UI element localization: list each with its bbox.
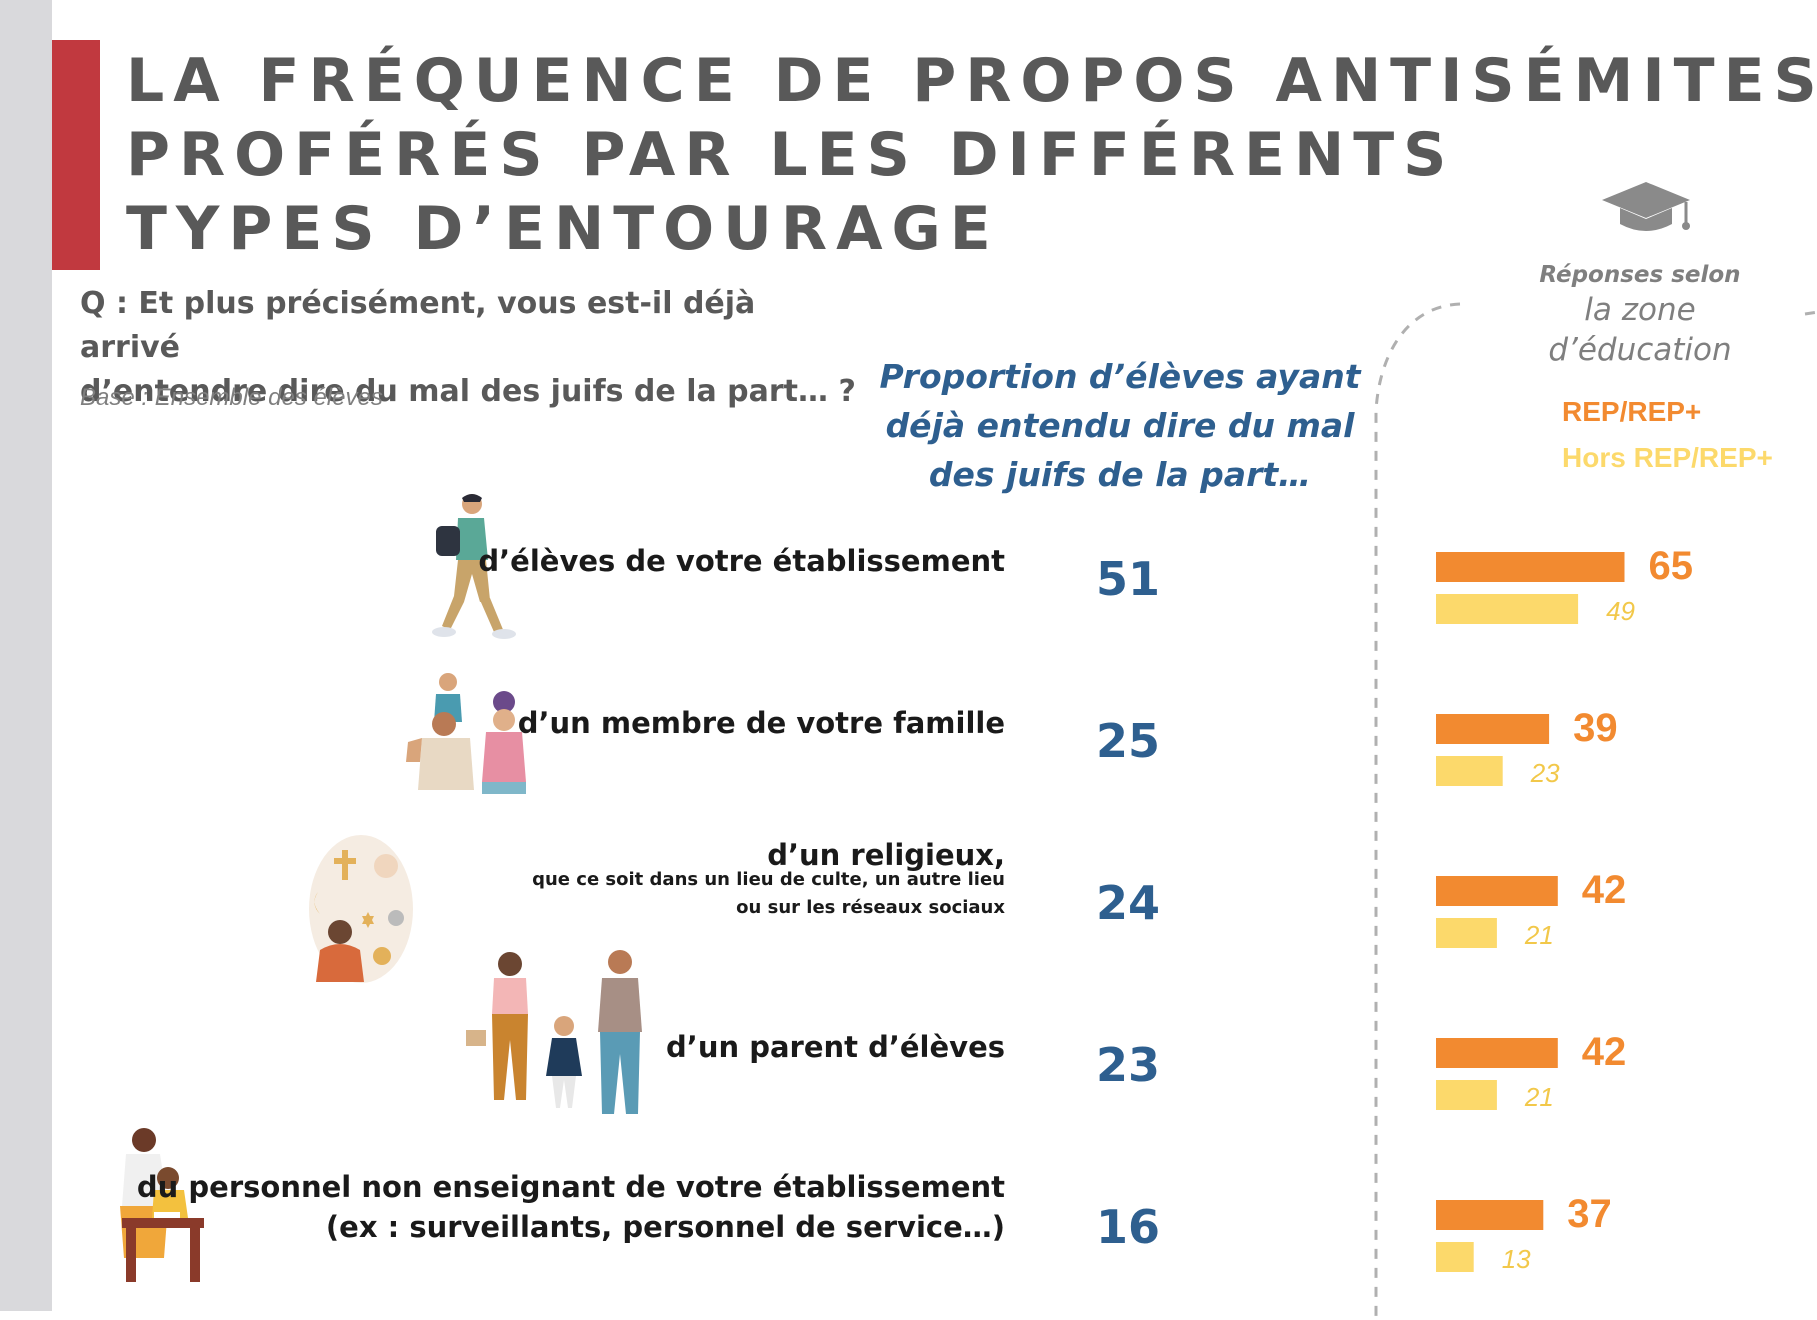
rep-value-label: 39 [1573,706,1618,750]
hors-rep-bar [1436,1080,1497,1110]
total-value: 23 [1095,1038,1160,1092]
rep-value-label: 42 [1582,868,1627,912]
hors-rep-bar [1436,594,1579,624]
zone-heading: la zone d’éducation [1480,290,1800,370]
rep-value-label: 37 [1567,1192,1612,1236]
zone-heading-line: la zone [1584,292,1696,328]
category-note-line: ou sur les réseaux sociaux [736,897,1005,918]
category-label: du personnel non enseignant de votre éta… [136,1170,1005,1204]
legend-rep: REP/REP+ [1562,396,1702,427]
rep-bar [1436,552,1625,582]
rep-value-label: 42 [1582,1030,1627,1074]
column-header: Proportion d’élèves ayant déjà entendu d… [860,352,1380,499]
total-value: 24 [1095,876,1160,930]
title-line: LA FRÉQUENCE DE PROPOS ANTISÉMITES [126,46,1817,116]
base-note: Base : Ensemble des élèves [80,384,383,411]
title-line: PROFÉRÉS PAR LES DIFFÉRENTS [126,120,1456,190]
category-label: d’élèves de votre établissement [478,544,1005,578]
hors-rep-value-label: 23 [1530,758,1560,788]
graduation-cap-icon [1600,178,1692,240]
category-note: que ce soit dans un lieu de culte, un au… [532,866,1005,922]
title-line: TYPES D’ENTOURAGE [126,194,1000,264]
column-header-line: des juifs de la part… [928,455,1312,494]
rep-bar [1436,714,1550,744]
hors-rep-value-label: 49 [1606,596,1635,626]
category-label: d’un parent d’élèves [666,1030,1005,1064]
hors-rep-bar [1436,1242,1474,1272]
rep-value-label: 65 [1649,544,1694,588]
total-value: 25 [1095,714,1160,768]
category-label: d’un religieux, [767,838,1005,872]
legend-hors-rep: Hors REP/REP+ [1562,442,1773,473]
rep-bar-chart: 65 39 42 42 37 49 23 21 21 13 [1436,544,1694,1274]
rep-bar [1436,1200,1544,1230]
zone-heading-line: d’éducation [1548,332,1732,368]
zone-heading-small: Réponses selon [1539,262,1741,288]
dashed-separator [1340,290,1817,1320]
parents-child-icon [460,950,660,1120]
category-label: d’un membre de votre famille [517,706,1005,740]
question-line: d’entendre dire du mal des juifs de la p… [80,374,856,409]
rep-bar [1436,1038,1558,1068]
category-note: (ex : surveillants, personnel de service… [325,1210,1005,1244]
total-value: 51 [1095,552,1160,606]
family-group-icon [400,672,550,802]
religion-symbols-icon [306,832,416,986]
hors-rep-value-label: 21 [1524,920,1554,950]
category-note-line: que ce soit dans un lieu de culte, un au… [532,869,1005,890]
rep-bar [1436,876,1558,906]
hors-rep-bar [1436,756,1503,786]
question-text: Q : Et plus précisément, vous est-il déj… [80,282,860,414]
student-walking-icon [420,490,530,640]
hors-rep-value-label: 13 [1502,1244,1531,1274]
title-accent-bar [52,40,100,270]
page-title: LA FRÉQUENCE DE PROPOS ANTISÉMITES PROFÉ… [126,44,1817,266]
column-header-line: Proportion d’élèves ayant [879,357,1361,396]
column-header-line: déjà entendu dire du mal [885,406,1355,445]
total-value: 16 [1095,1200,1160,1254]
question-line: Q : Et plus précisément, vous est-il déj… [80,286,756,365]
hors-rep-bar [1436,918,1497,948]
left-margin-strip [0,0,52,1311]
hors-rep-value-label: 21 [1524,1082,1554,1112]
staff-helping-student-icon [94,1126,214,1286]
